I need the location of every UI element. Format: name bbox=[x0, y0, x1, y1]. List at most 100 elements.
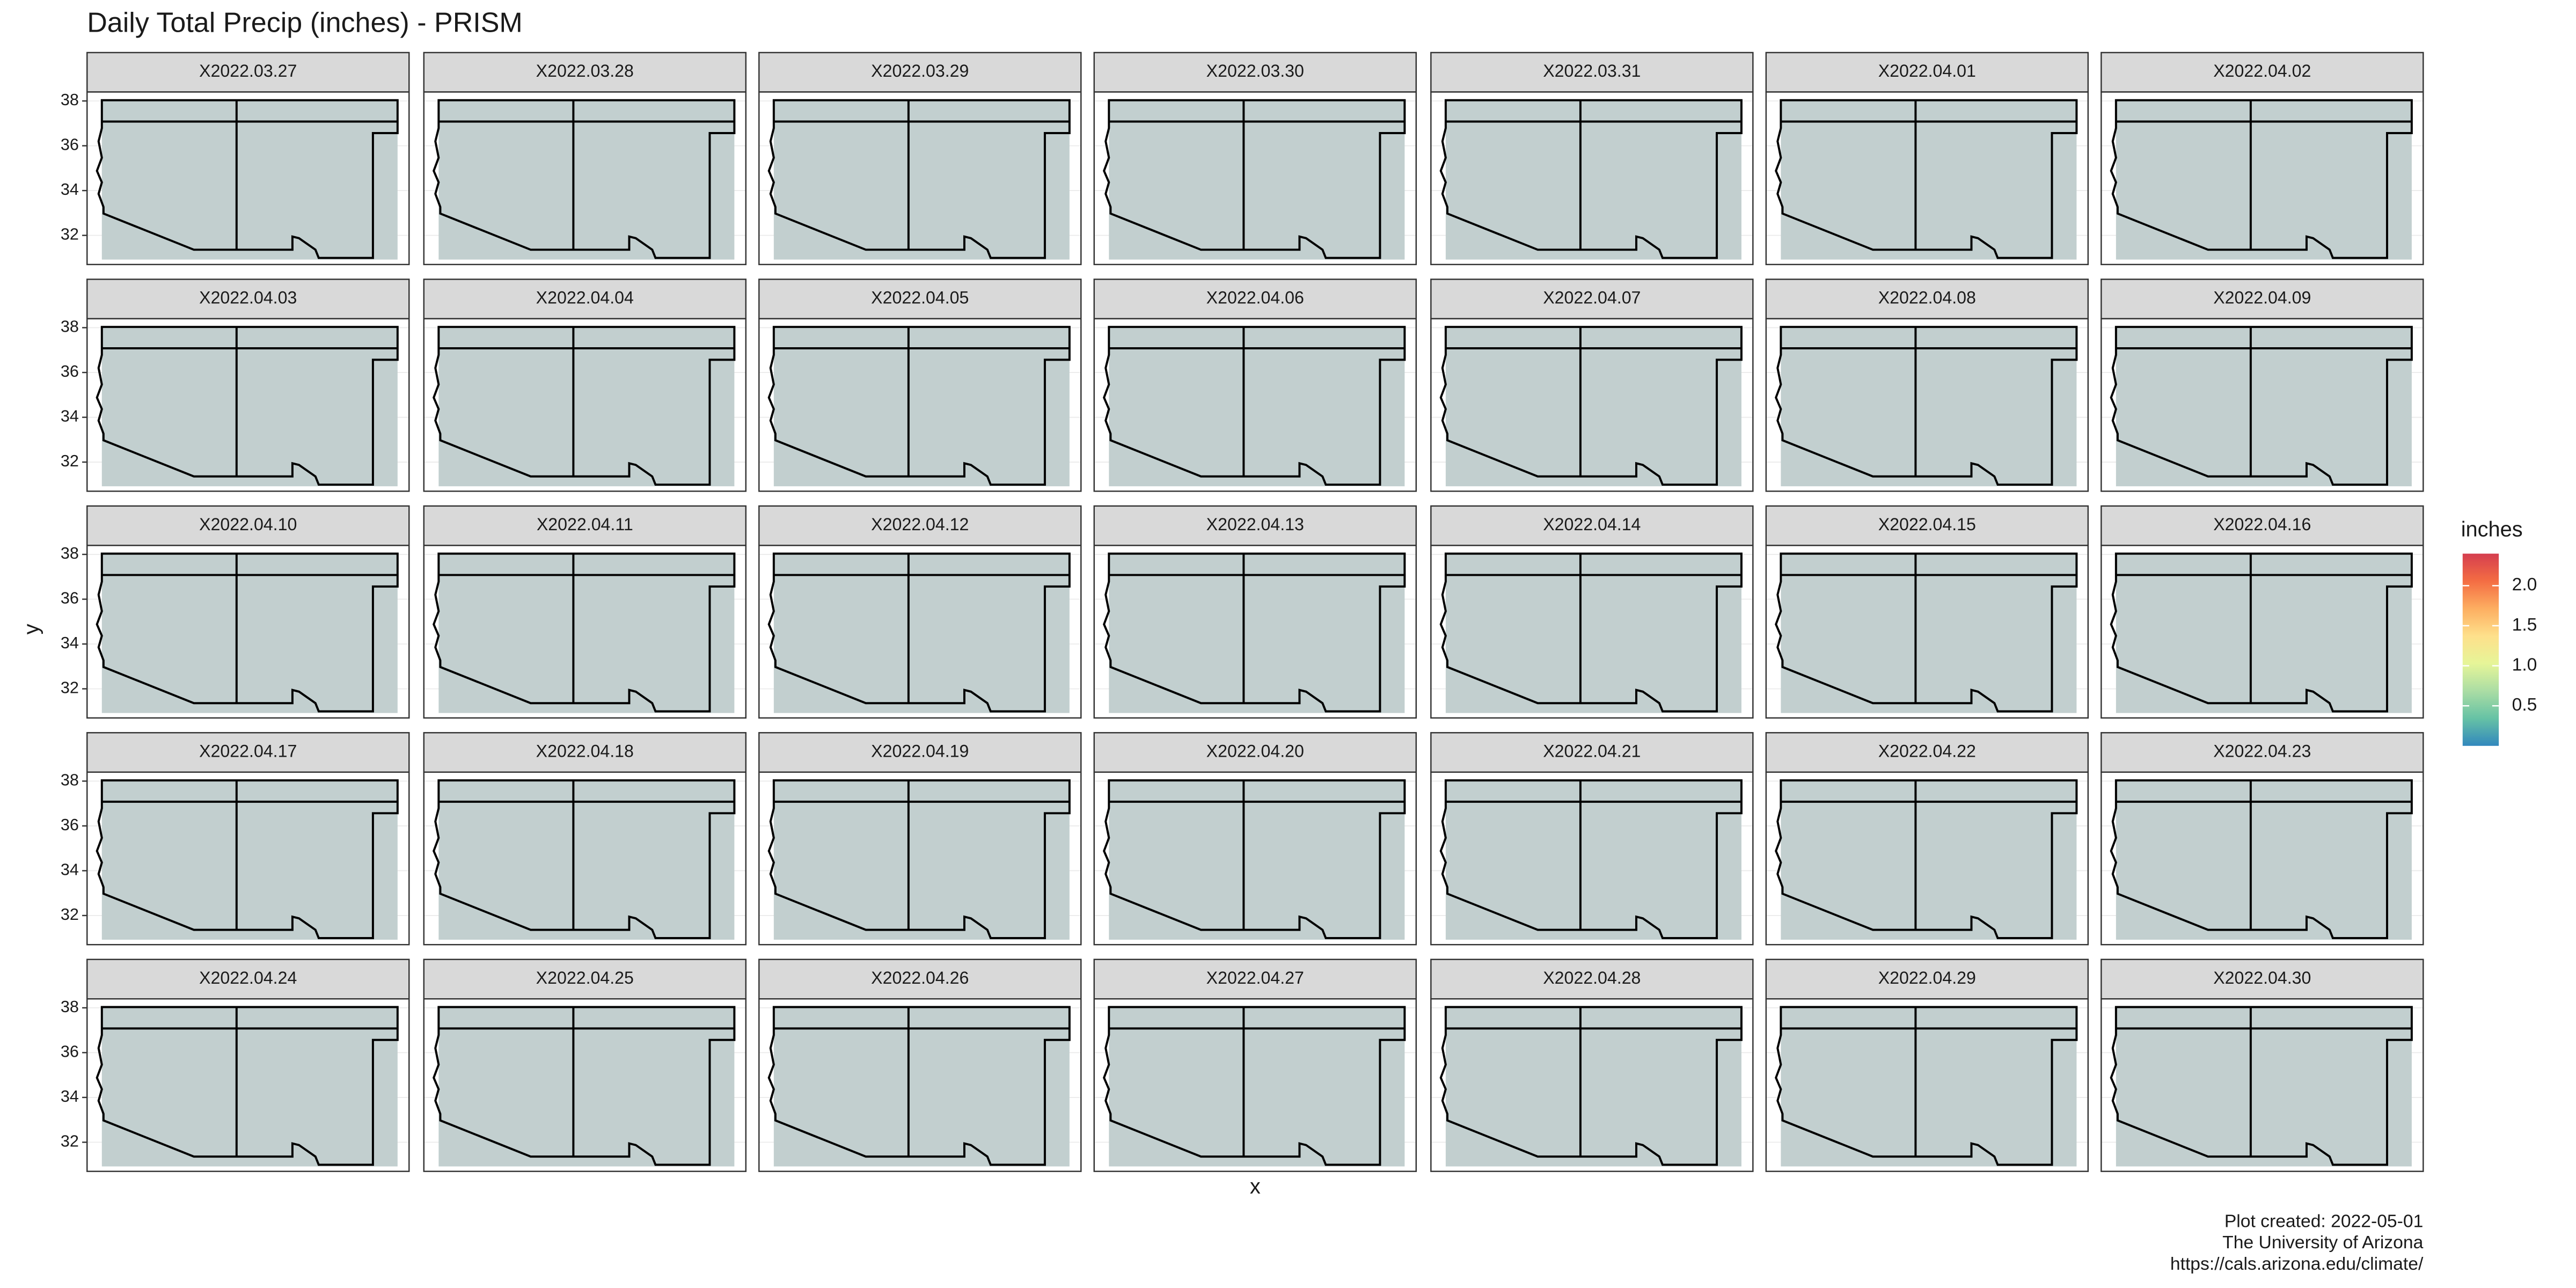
facet-label: X2022.04.21 bbox=[1543, 742, 1641, 761]
facet: X2022.04.25 bbox=[423, 958, 747, 1172]
facet-panel bbox=[2101, 91, 2424, 266]
facet: X2022.04.06 bbox=[1093, 279, 1417, 492]
y-tick-label: 34 bbox=[61, 634, 79, 652]
facet-label: X2022.04.25 bbox=[536, 968, 634, 987]
state-outline bbox=[1775, 326, 2078, 486]
panel-border bbox=[758, 771, 1082, 946]
state-outline bbox=[96, 99, 399, 259]
facet: X2022.04.30 bbox=[2101, 958, 2424, 1172]
state-outline bbox=[1102, 99, 1406, 259]
panel-border bbox=[1430, 545, 1754, 719]
facet-strip bbox=[86, 505, 410, 546]
facet-strip bbox=[86, 958, 410, 1000]
legend-title: inches bbox=[2461, 517, 2523, 541]
state-outline bbox=[1775, 779, 2078, 939]
facet-panel bbox=[1765, 545, 2089, 719]
y-tick-label: 34 bbox=[61, 180, 79, 199]
raster-extent bbox=[101, 1007, 398, 1167]
facet: X2022.03.27 32 34 36 38 bbox=[61, 52, 410, 266]
raster-extent bbox=[438, 1007, 735, 1167]
raster-extent bbox=[1781, 100, 2077, 260]
facet-strip bbox=[758, 279, 1082, 320]
raster-extent bbox=[1445, 1007, 1741, 1167]
facet-panel bbox=[1430, 998, 1754, 1172]
raster-extent bbox=[773, 1007, 1070, 1167]
panel-border bbox=[1765, 318, 2089, 492]
caption: The University of Arizona bbox=[2222, 1233, 2423, 1253]
panel-border bbox=[1430, 998, 1754, 1172]
panel-border bbox=[758, 91, 1082, 266]
facet-label: X2022.04.07 bbox=[1543, 288, 1641, 308]
panel-border bbox=[1430, 771, 1754, 946]
state-outline bbox=[1102, 1006, 1406, 1166]
facet: X2022.04.19 bbox=[758, 732, 1082, 946]
state-outline bbox=[1439, 779, 1743, 939]
raster-extent bbox=[101, 553, 398, 713]
raster-extent bbox=[438, 100, 735, 260]
state-outline bbox=[433, 326, 736, 486]
facet-strip bbox=[86, 732, 410, 773]
facet-strip bbox=[423, 958, 747, 1000]
facet-panel bbox=[86, 318, 410, 492]
state-outline bbox=[2110, 552, 2413, 713]
facet: X2022.04.18 bbox=[423, 732, 747, 946]
facet: X2022.04.28 bbox=[1430, 958, 1754, 1172]
facet-label: X2022.04.10 bbox=[199, 515, 297, 534]
facet-panel bbox=[1430, 318, 1754, 492]
facet-panel bbox=[1765, 318, 2089, 492]
state-outline bbox=[1439, 1006, 1743, 1166]
raster-extent bbox=[1445, 553, 1741, 713]
facet-panel bbox=[423, 91, 747, 266]
raster-extent bbox=[773, 100, 1070, 260]
state-outline bbox=[1102, 779, 1406, 939]
facet-strip bbox=[1430, 279, 1754, 320]
panel-border bbox=[2101, 318, 2424, 492]
facet-label: X2022.04.09 bbox=[2213, 288, 2311, 308]
raster-extent bbox=[1781, 780, 2077, 940]
state-outline bbox=[1439, 99, 1743, 259]
state-outline bbox=[433, 1006, 736, 1166]
panel-border bbox=[2101, 545, 2424, 719]
facet-strip bbox=[758, 958, 1082, 1000]
facet: X2022.04.21 bbox=[1430, 732, 1754, 946]
state-outline bbox=[433, 552, 736, 713]
facet-panel bbox=[1765, 91, 2089, 266]
facet-panel bbox=[1093, 771, 1417, 946]
y-tick-label: 34 bbox=[61, 407, 79, 426]
facet-label: X2022.04.11 bbox=[537, 515, 633, 534]
facet-label: X2022.04.20 bbox=[1206, 742, 1304, 761]
y-tick-label: 32 bbox=[61, 679, 79, 697]
facet: X2022.03.29 bbox=[758, 52, 1082, 266]
facet: X2022.04.12 bbox=[758, 505, 1082, 719]
facet-strip bbox=[1765, 52, 2089, 93]
raster-extent bbox=[1781, 327, 2077, 487]
state-outline bbox=[1102, 326, 1406, 486]
facet-panel bbox=[1430, 91, 1754, 266]
y-tick-label: 34 bbox=[61, 861, 79, 879]
y-tick-label: 32 bbox=[61, 452, 79, 470]
facet: X2022.04.16 bbox=[2101, 505, 2424, 719]
facet-panel bbox=[758, 998, 1082, 1172]
y-tick-label: 36 bbox=[61, 1043, 79, 1061]
legend-tick-label: 0.5 bbox=[2512, 695, 2537, 715]
facet-panel bbox=[1430, 771, 1754, 946]
raster-extent bbox=[2116, 780, 2412, 940]
state-outline bbox=[767, 552, 1071, 713]
state-outline bbox=[96, 1006, 399, 1166]
facet-strip bbox=[1093, 505, 1417, 546]
facet-panel bbox=[758, 545, 1082, 719]
raster-extent bbox=[2116, 100, 2412, 260]
panel-border bbox=[1093, 998, 1417, 1172]
facet-label: X2022.03.27 bbox=[199, 61, 297, 80]
facet: X2022.04.23 bbox=[2101, 732, 2424, 946]
raster-extent bbox=[438, 553, 735, 713]
facet-label: X2022.04.29 bbox=[1878, 968, 1976, 987]
facet-label: X2022.04.13 bbox=[1206, 515, 1304, 534]
state-outline bbox=[96, 552, 399, 713]
facet-label: X2022.04.24 bbox=[199, 968, 297, 987]
caption: https://cals.arizona.edu/climate/ bbox=[2170, 1254, 2424, 1274]
y-tick-label: 36 bbox=[61, 589, 79, 608]
facet: X2022.04.26 bbox=[758, 958, 1082, 1172]
facet-label: X2022.04.03 bbox=[199, 288, 297, 308]
